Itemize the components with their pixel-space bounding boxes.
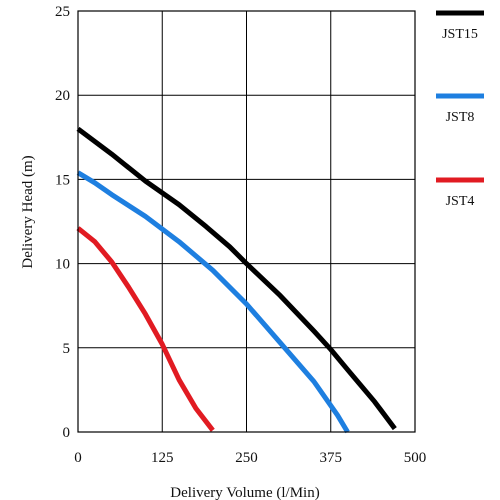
axes: 0 125 250 375 500 0 5 10 15 20 25 (55, 4, 426, 466)
grid (77, 10, 416, 433)
legend: JST15 JST8 JST4 (436, 10, 484, 209)
series-line-jst4 (76, 226, 215, 432)
x-tick-label: 250 (235, 450, 258, 466)
y-tick-label: 0 (63, 425, 71, 441)
legend-label-jst8: JST8 (446, 110, 475, 125)
y-tick-label: 25 (55, 4, 70, 20)
x-tick-label: 375 (320, 450, 343, 466)
x-tick-label: 0 (74, 450, 82, 466)
y-tick-label: 5 (63, 341, 71, 357)
x-tick-label: 500 (404, 450, 427, 466)
x-axis-label: Delivery Volume (l/Min) (170, 485, 319, 500)
plot-frame (77, 10, 416, 433)
series-line-jst15 (76, 126, 397, 431)
series-lines (76, 126, 397, 434)
y-tick-label: 20 (55, 88, 70, 104)
legend-label-jst15: JST15 (442, 27, 478, 42)
y-tick-label: 10 (55, 257, 70, 273)
y-axis-label: Delivery Head (m) (20, 155, 36, 268)
series-line-jst8 (76, 170, 350, 434)
y-tick-label: 15 (55, 172, 70, 188)
legend-label-jst4: JST4 (446, 194, 475, 209)
x-tick-label: 125 (151, 450, 174, 466)
